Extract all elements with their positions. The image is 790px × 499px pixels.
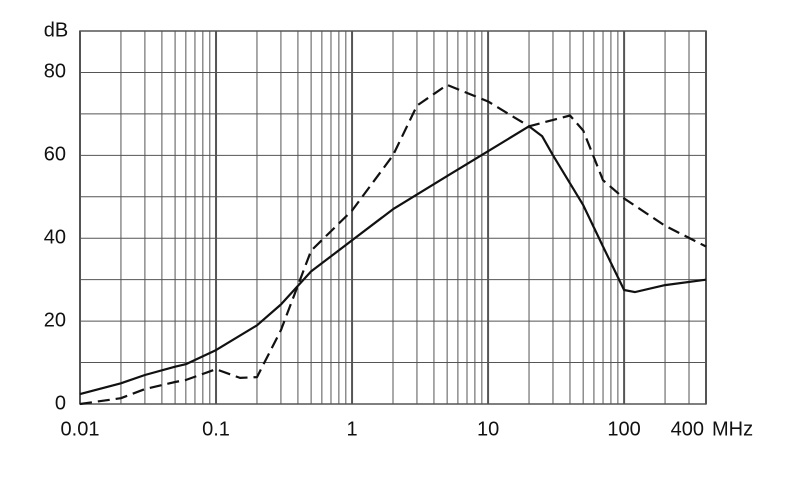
y-tick-label: 60 xyxy=(44,144,66,166)
y-tick-label: 20 xyxy=(44,309,66,331)
x-tick-label: 1 xyxy=(346,418,357,440)
plot-border xyxy=(79,30,707,405)
x-tick-label: 0.1 xyxy=(202,418,230,440)
data-line xyxy=(79,125,707,396)
x-tick-label: 100 xyxy=(607,418,640,440)
x-tick-label: 400 xyxy=(671,418,704,440)
y-tick-label: 40 xyxy=(44,227,66,249)
x-axis-label: MHz xyxy=(712,418,753,440)
y-tick-label: 0 xyxy=(55,392,66,414)
data-line xyxy=(79,83,707,406)
y-axis-label: dB xyxy=(44,19,68,41)
x-tick-label: 10 xyxy=(477,418,499,440)
x-tick-label: 0.01 xyxy=(61,418,100,440)
y-tick-label: 80 xyxy=(44,61,66,83)
